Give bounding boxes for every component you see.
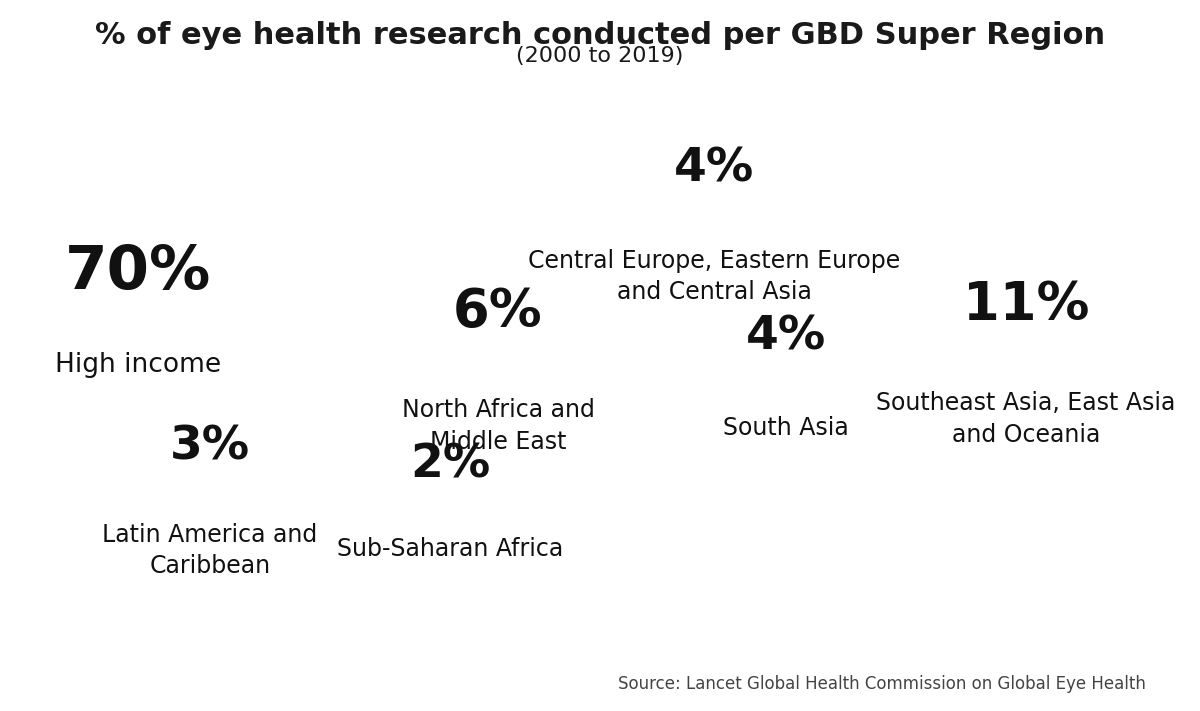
Text: % of eye health research conducted per GBD Super Region: % of eye health research conducted per G…	[95, 21, 1105, 50]
Text: High income: High income	[55, 352, 221, 378]
Text: South Asia: South Asia	[724, 416, 848, 440]
Text: 4%: 4%	[674, 147, 754, 192]
Text: 11%: 11%	[962, 279, 1090, 331]
Text: 3%: 3%	[170, 424, 250, 469]
Text: Sub-Saharan Africa: Sub-Saharan Africa	[337, 537, 563, 561]
Text: North Africa and
Middle East: North Africa and Middle East	[402, 398, 594, 454]
Text: 2%: 2%	[410, 442, 490, 487]
Text: Latin America and
Caribbean: Latin America and Caribbean	[102, 523, 318, 578]
Text: 4%: 4%	[746, 314, 826, 359]
Text: (2000 to 2019): (2000 to 2019)	[516, 46, 684, 66]
Text: Southeast Asia, East Asia
and Oceania: Southeast Asia, East Asia and Oceania	[876, 391, 1176, 447]
Text: 70%: 70%	[65, 243, 211, 302]
Text: Source: Lancet Global Health Commission on Global Eye Health: Source: Lancet Global Health Commission …	[618, 675, 1146, 693]
Text: Central Europe, Eastern Europe
and Central Asia: Central Europe, Eastern Europe and Centr…	[528, 249, 900, 304]
Text: 6%: 6%	[454, 286, 542, 338]
